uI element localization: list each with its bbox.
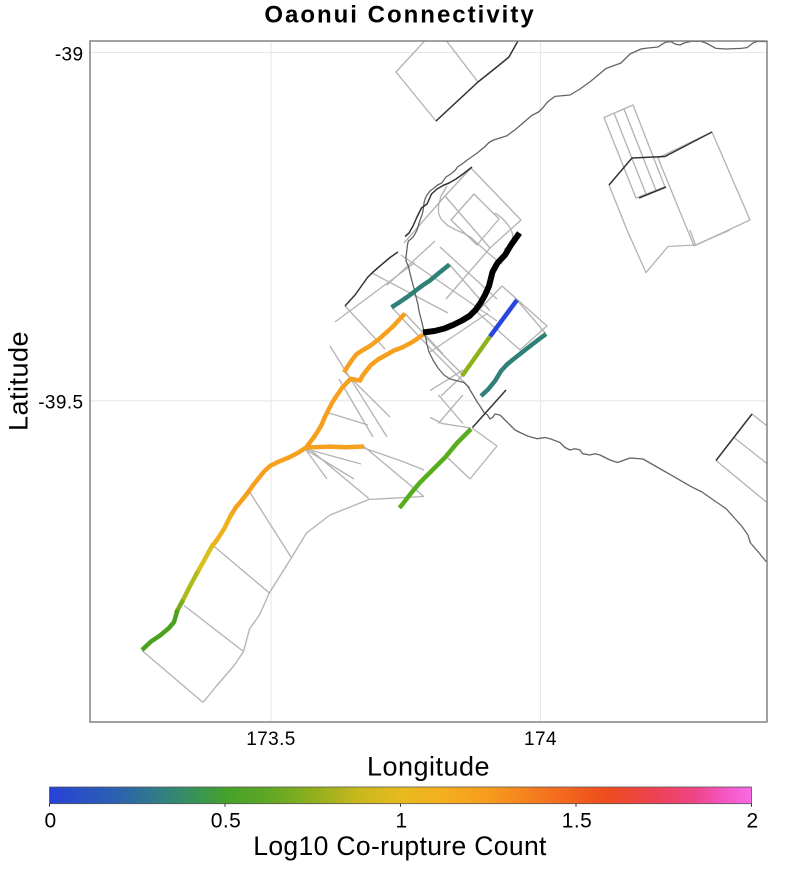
svg-text:Longitude: Longitude <box>367 752 490 782</box>
svg-text:Latitude: Latitude <box>4 331 34 431</box>
svg-text:-39.5: -39.5 <box>38 393 83 414</box>
svg-text:1.5: 1.5 <box>562 809 592 832</box>
svg-text:173.5: 173.5 <box>246 729 296 750</box>
svg-text:Log10 Co-rupture Count: Log10 Co-rupture Count <box>253 831 547 861</box>
svg-text:2: 2 <box>746 809 758 832</box>
svg-text:-39: -39 <box>55 44 84 65</box>
svg-text:1: 1 <box>395 809 407 832</box>
svg-text:0.5: 0.5 <box>211 809 241 832</box>
svg-text:174: 174 <box>524 729 557 750</box>
svg-text:0: 0 <box>44 809 56 832</box>
svg-text:Oaonui Connectivity: Oaonui Connectivity <box>264 2 535 29</box>
